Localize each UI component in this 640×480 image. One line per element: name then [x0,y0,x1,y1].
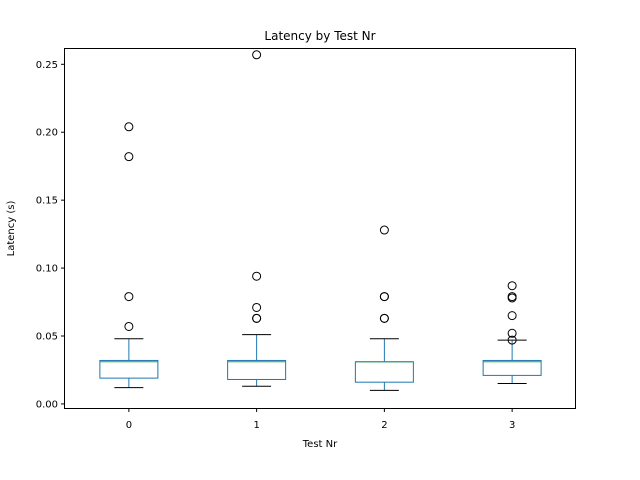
outlier-point [124,152,134,162]
plot-layer [99,50,542,391]
x-axis-label: Test Nr [302,439,338,450]
outlier-point [124,292,134,302]
iqr-box [99,359,159,379]
x-tick-label: 0 [126,420,132,431]
outlier-point [124,122,134,132]
outlier-point [507,311,517,321]
y-tick-label: 0.00 [36,399,58,410]
outlier-point [379,292,389,302]
outlier-point [507,292,517,302]
chart-title: Latency by Test Nr [264,29,375,43]
y-tick-label: 0.05 [36,332,58,343]
outlier-point [507,335,517,345]
outlier-point [252,50,262,60]
outlier-point [124,321,134,331]
outlier-point [507,281,517,291]
x-tick-label: 3 [509,420,515,431]
outlier-point [252,302,262,312]
outlier-point [252,271,262,281]
outlier-point [252,313,262,323]
outlier-point [507,328,517,338]
y-tick-label: 0.10 [36,264,58,275]
iqr-box [482,359,542,376]
outlier-point [379,313,389,323]
box-group-0 [99,122,159,389]
x-tick-label: 1 [253,420,259,431]
y-tick-label: 0.20 [36,128,58,139]
box-group-1 [227,50,287,387]
x-axis: 0 1 2 3 [126,408,515,431]
y-axis-label: Latency (s) [6,201,17,257]
y-tick-label: 0.25 [36,60,58,71]
y-axis: 0.00 0.05 0.10 0.15 0.20 0.25 [36,60,65,410]
outlier-point [379,225,389,235]
y-tick-label: 0.15 [36,196,58,207]
plot-frame [64,48,576,409]
box-group-2 [354,225,414,391]
x-tick-label: 2 [381,420,387,431]
iqr-box [227,359,287,380]
box-group-3 [482,281,542,385]
